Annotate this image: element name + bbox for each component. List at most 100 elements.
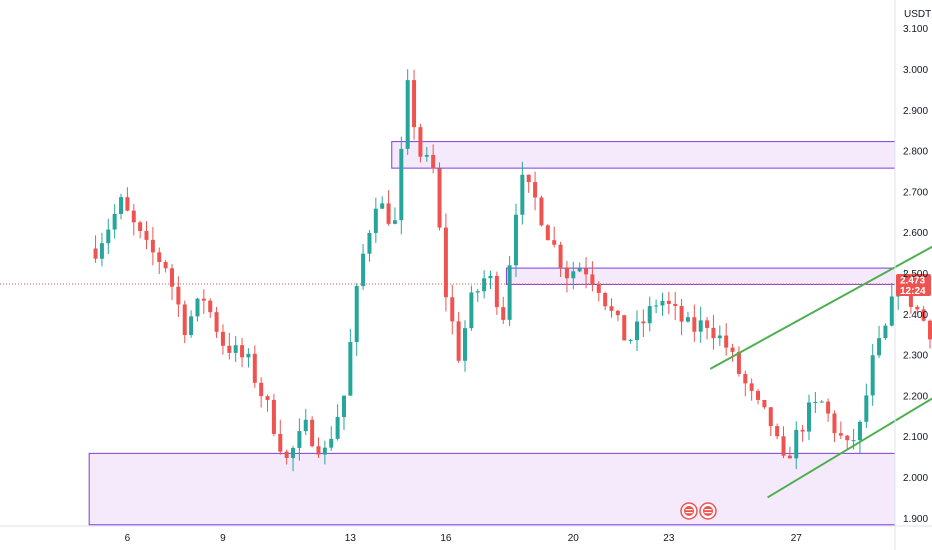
earnings-event-icon[interactable] bbox=[699, 502, 717, 520]
upper-resistance-zone bbox=[391, 141, 896, 169]
y-tick-label: 2.100 bbox=[903, 432, 928, 443]
candle-up bbox=[348, 342, 353, 396]
candle-down bbox=[775, 426, 780, 437]
candle-down bbox=[182, 304, 187, 336]
trend-channel bbox=[709, 132, 932, 499]
candle-up bbox=[405, 80, 410, 149]
channel-upper-line[interactable] bbox=[709, 132, 932, 370]
candle-down bbox=[781, 436, 786, 456]
candle-down bbox=[615, 310, 620, 316]
candle-up bbox=[119, 197, 124, 214]
candle-down bbox=[711, 327, 716, 339]
candle-down bbox=[310, 419, 315, 447]
candle-up bbox=[482, 278, 487, 292]
candle-up bbox=[112, 213, 117, 230]
candle-up bbox=[488, 275, 493, 279]
candle-down bbox=[125, 197, 130, 211]
price-axis[interactable]: 1.900 2.000 2.100 2.200 2.300 2.400 2.500 2.600… bbox=[894, 0, 928, 550]
candle-up bbox=[647, 306, 652, 324]
candle-down bbox=[762, 399, 767, 408]
candle-up bbox=[628, 340, 633, 342]
candle-up bbox=[520, 174, 525, 215]
candle-down bbox=[431, 154, 436, 169]
candle-down bbox=[800, 429, 805, 432]
x-tick-label: 16 bbox=[440, 533, 452, 544]
price-tag bbox=[896, 274, 931, 297]
event-markers[interactable] bbox=[680, 502, 717, 520]
y-tick-label: 2.800 bbox=[903, 147, 928, 158]
candle-up bbox=[233, 345, 238, 353]
candle-up bbox=[106, 229, 111, 244]
candle-up bbox=[577, 268, 582, 272]
candle-up bbox=[373, 208, 378, 233]
y-tick-label: 2.500 bbox=[903, 269, 928, 280]
candle-down bbox=[169, 268, 174, 287]
candle-down bbox=[756, 390, 761, 400]
candle-up bbox=[660, 300, 665, 306]
x-tick-label: 9 bbox=[220, 533, 226, 544]
candle-down bbox=[921, 309, 926, 321]
candle-down bbox=[603, 292, 608, 307]
candle-up bbox=[291, 447, 296, 459]
candle-down bbox=[558, 244, 563, 268]
candle-down bbox=[284, 451, 289, 459]
candle-down bbox=[386, 203, 391, 224]
candle-up bbox=[399, 148, 404, 221]
candle-down bbox=[220, 331, 225, 346]
candle-down bbox=[692, 317, 697, 332]
candle-down bbox=[265, 396, 270, 400]
candle-down bbox=[743, 373, 748, 384]
candle-down bbox=[584, 268, 589, 275]
candle-down bbox=[768, 407, 773, 427]
candle-down bbox=[705, 320, 710, 328]
candle-down bbox=[596, 284, 601, 293]
candle-up bbox=[513, 214, 518, 266]
candle-up bbox=[329, 438, 334, 448]
candle-up bbox=[475, 291, 480, 293]
y-tick-label: 3.000 bbox=[903, 65, 928, 76]
candle-down bbox=[316, 446, 321, 455]
candle-up bbox=[857, 421, 862, 441]
candlestick-series bbox=[93, 69, 932, 472]
candle-up bbox=[717, 335, 722, 339]
candle-up bbox=[463, 328, 468, 361]
candle-down bbox=[450, 297, 455, 322]
candle-down bbox=[240, 345, 245, 358]
y-tick-label: 2.900 bbox=[903, 106, 928, 117]
candle-down bbox=[915, 306, 920, 310]
y-tick-label: 2.400 bbox=[903, 310, 928, 321]
candle-down bbox=[131, 210, 136, 223]
candle-down bbox=[679, 305, 684, 322]
candle-down bbox=[456, 321, 461, 361]
candle-down bbox=[214, 312, 219, 332]
candle-up bbox=[698, 320, 703, 332]
candle-up bbox=[571, 271, 576, 279]
x-tick-label: 23 bbox=[663, 533, 675, 544]
candle-down bbox=[501, 307, 506, 320]
candle-down bbox=[278, 433, 283, 452]
x-tick-label: 20 bbox=[568, 533, 580, 544]
event-icon-stripe bbox=[685, 509, 693, 511]
channel-lower-line[interactable] bbox=[767, 237, 932, 499]
candle-down bbox=[227, 345, 232, 353]
candle-down bbox=[271, 399, 276, 434]
time-axis[interactable]: 6 9 13 16 20 23 27 bbox=[0, 525, 932, 544]
candle-up bbox=[654, 305, 659, 307]
candle-down bbox=[609, 306, 614, 311]
x-tick-label: 6 bbox=[125, 533, 131, 544]
candle-down bbox=[259, 382, 264, 397]
event-icon-core bbox=[703, 506, 713, 516]
candle-down bbox=[201, 298, 206, 301]
candle-down bbox=[418, 127, 423, 157]
candle-up bbox=[335, 417, 340, 439]
candle-up bbox=[361, 253, 366, 287]
candle-up bbox=[877, 338, 882, 356]
candle-down bbox=[730, 347, 735, 352]
candle-up bbox=[507, 265, 512, 320]
candle-up bbox=[685, 317, 690, 322]
candle-up bbox=[367, 232, 372, 254]
price-tag-countdown: 12:24 bbox=[900, 286, 926, 297]
candle-down bbox=[552, 240, 557, 245]
earnings-event-icon[interactable] bbox=[680, 502, 698, 520]
